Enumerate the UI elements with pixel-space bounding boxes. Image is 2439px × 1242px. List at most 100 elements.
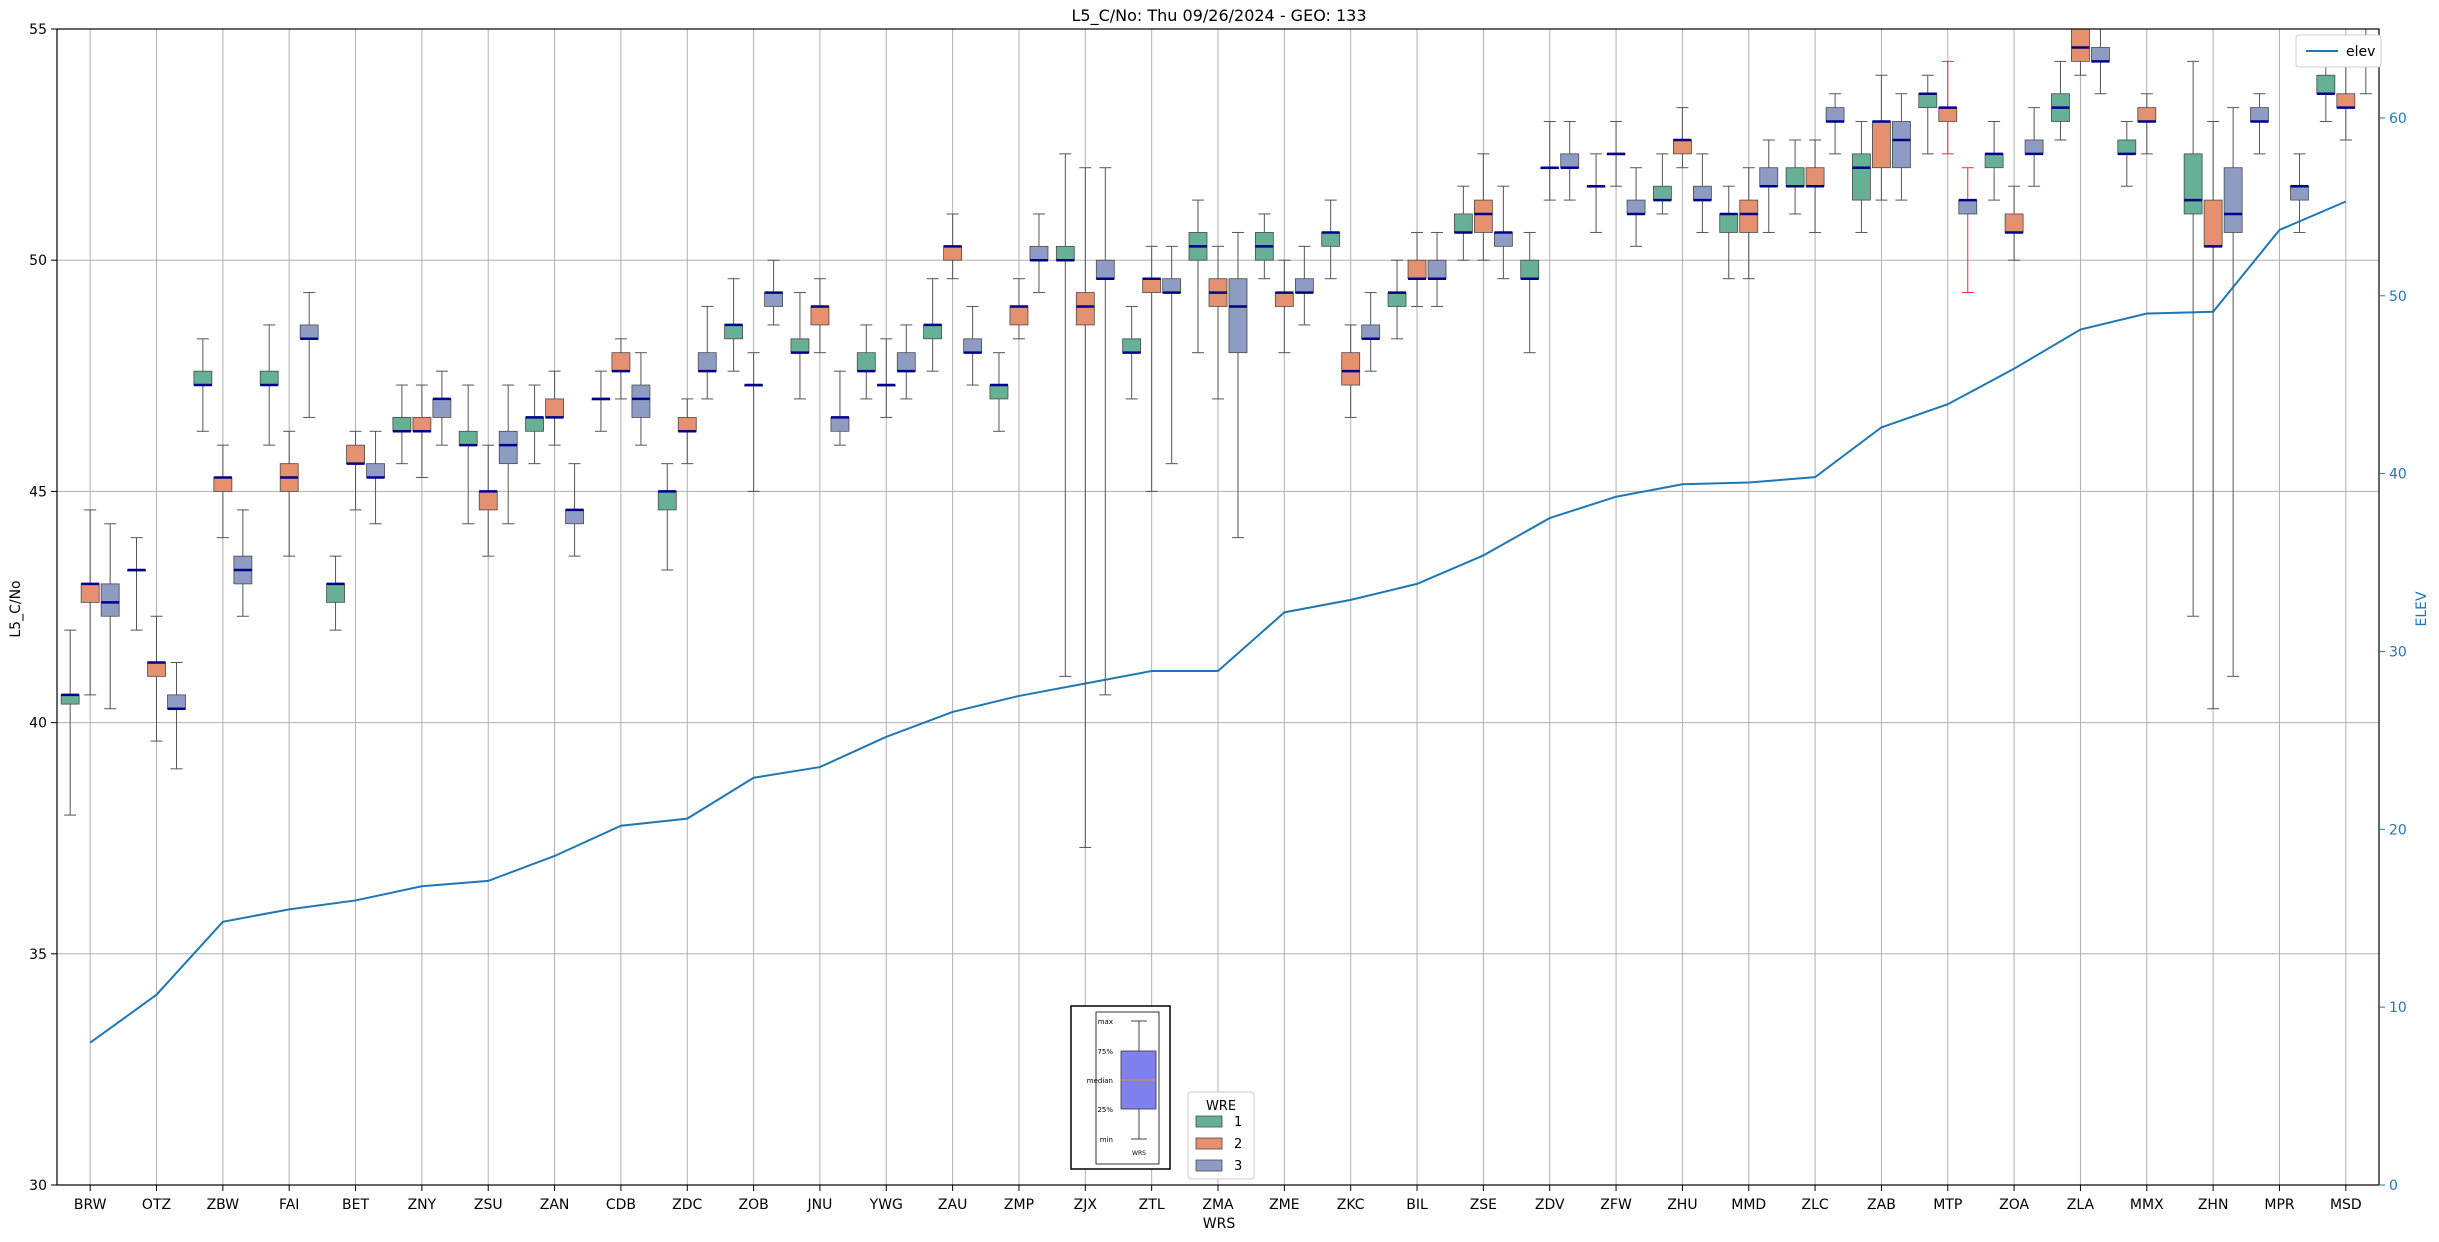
- box-ZLC-wre3: [1825, 93, 1845, 155]
- box-ZFW-wre1: [1586, 153, 1606, 233]
- box-ZNY-wre3: [432, 370, 452, 446]
- box-ZKC-wre1: [1321, 199, 1341, 280]
- box-iqr: [1560, 153, 1580, 169]
- x-tick-label: ZDC: [672, 1197, 702, 1213]
- box-MMX-wre2: [2137, 93, 2157, 155]
- box-ZAU-wre1: [923, 278, 943, 372]
- box-YWG-wre3: [896, 324, 916, 400]
- x-tick-label: ZHU: [1667, 1197, 1697, 1213]
- box-iqr: [1294, 278, 1314, 293]
- x-tick-label: ZOB: [738, 1197, 768, 1213]
- box-iqr: [611, 352, 631, 372]
- box-ZOB-wre2: [744, 352, 763, 492]
- box-iqr: [1759, 167, 1779, 187]
- box-iqr: [2336, 93, 2356, 109]
- boxplot-key-inset: max 75% median 25% min WRS: [1070, 1005, 1171, 1170]
- box-iqr: [1872, 121, 1891, 169]
- box-iqr: [2223, 167, 2243, 233]
- box-iqr: [525, 417, 544, 432]
- box-iqr: [1892, 121, 1911, 169]
- x-tick-label: ZSE: [1470, 1197, 1497, 1213]
- box-iqr: [1984, 153, 2004, 169]
- box-iqr: [60, 694, 80, 705]
- box-iqr: [213, 477, 233, 492]
- box-CDB-wre3: [631, 352, 651, 446]
- box-iqr: [2004, 213, 2024, 233]
- x-tick-label: ZMA: [1202, 1197, 1234, 1213]
- box-MMD-wre3: [1759, 139, 1779, 233]
- box-ZKC-wre2: [1341, 324, 1361, 418]
- box-OTZ-wre1: [127, 537, 146, 631]
- wre-legend-label-3: 3: [1234, 1159, 1242, 1174]
- box-ZAN-wre1: [525, 384, 544, 465]
- box-BRW-wre2: [80, 509, 100, 696]
- box-iqr: [2250, 107, 2269, 122]
- box-iqr: [963, 338, 983, 354]
- box-ZMP-wre1: [989, 352, 1009, 432]
- box-ZME-wre3: [1294, 245, 1314, 326]
- box-BIL-wre2: [1407, 231, 1427, 307]
- box-iqr: [1473, 199, 1493, 233]
- box-ZDV-wre1: [1520, 231, 1540, 354]
- box-iqr: [1805, 167, 1825, 187]
- x-tick-label: CDB: [606, 1197, 636, 1213]
- box-iqr: [790, 338, 810, 354]
- box-ZSE-wre1: [1453, 185, 1473, 261]
- box-YWG-wre2: [876, 338, 896, 418]
- inset-label-median: median: [1087, 1077, 1113, 1085]
- box-iqr: [810, 306, 830, 326]
- box-ZHN-wre3: [2223, 107, 2243, 677]
- box-BET-wre3: [366, 430, 385, 525]
- box-iqr: [1029, 245, 1049, 261]
- x-tick-label: MTP: [1933, 1197, 1962, 1213]
- box-FAI-wre1: [259, 324, 279, 446]
- box-iqr: [392, 417, 412, 432]
- box-MPR-wre3: [2250, 93, 2269, 155]
- box-ZDC-wre3: [697, 305, 717, 400]
- box-ZDC-wre2: [677, 398, 697, 465]
- box-iqr: [697, 352, 717, 372]
- box-ZLC-wre1: [1785, 139, 1805, 215]
- box-iqr: [1122, 338, 1142, 354]
- box-iqr: [1009, 306, 1029, 326]
- box-ZMA-wre1: [1188, 199, 1208, 354]
- x-tick-label: YWG: [869, 1197, 903, 1213]
- elev-line: [89, 200, 2347, 1044]
- inset-label-q1: 25%: [1097, 1106, 1113, 1114]
- box-iqr: [1075, 292, 1095, 326]
- box-iqr: [1095, 259, 1115, 280]
- box-iqr: [1407, 259, 1427, 280]
- inset-xlabel: WRS: [1132, 1150, 1146, 1157]
- box-ZOB-wre3: [764, 259, 783, 326]
- y-axis-label: L5_C/No: [8, 580, 24, 637]
- box-iqr: [2024, 139, 2044, 155]
- box-ZDV-wre3: [1560, 120, 1580, 201]
- y-tick-label: 50: [29, 253, 47, 269]
- x-tick-label: ZNY: [408, 1197, 437, 1213]
- line-legend: elev: [2295, 34, 2382, 68]
- box-ZFW-wre2: [1606, 120, 1626, 187]
- box-iqr: [943, 245, 963, 261]
- box-iqr: [2117, 139, 2137, 155]
- box-iqr: [1653, 185, 1672, 201]
- x-tick-label: ZBW: [207, 1197, 240, 1213]
- box-iqr: [2316, 74, 2336, 95]
- box-iqr: [366, 463, 385, 478]
- y2-tick-label: 30: [2389, 644, 2407, 660]
- box-ZNY-wre1: [392, 384, 412, 465]
- box-ZME-wre2: [1274, 259, 1294, 354]
- box-iqr: [1493, 232, 1513, 247]
- box-ZKC-wre3: [1361, 292, 1381, 372]
- box-iqr: [1852, 153, 1871, 201]
- x-tick-label: BET: [342, 1197, 369, 1213]
- box-OTZ-wre3: [167, 661, 186, 770]
- x-tick-label: JNU: [807, 1197, 833, 1213]
- wre-legend-frame: [1187, 1091, 1255, 1180]
- box-iqr: [1321, 232, 1341, 247]
- box-ZAB-wre1: [1852, 120, 1871, 233]
- axes: 30 35 40 45 50 55 0 10 20 30 40 50 60 BRW OTZ ZBW FAI BET…: [29, 22, 2407, 1213]
- wre-legend-title: WRE: [1206, 1099, 1236, 1114]
- box-BIL-wre3: [1427, 231, 1447, 307]
